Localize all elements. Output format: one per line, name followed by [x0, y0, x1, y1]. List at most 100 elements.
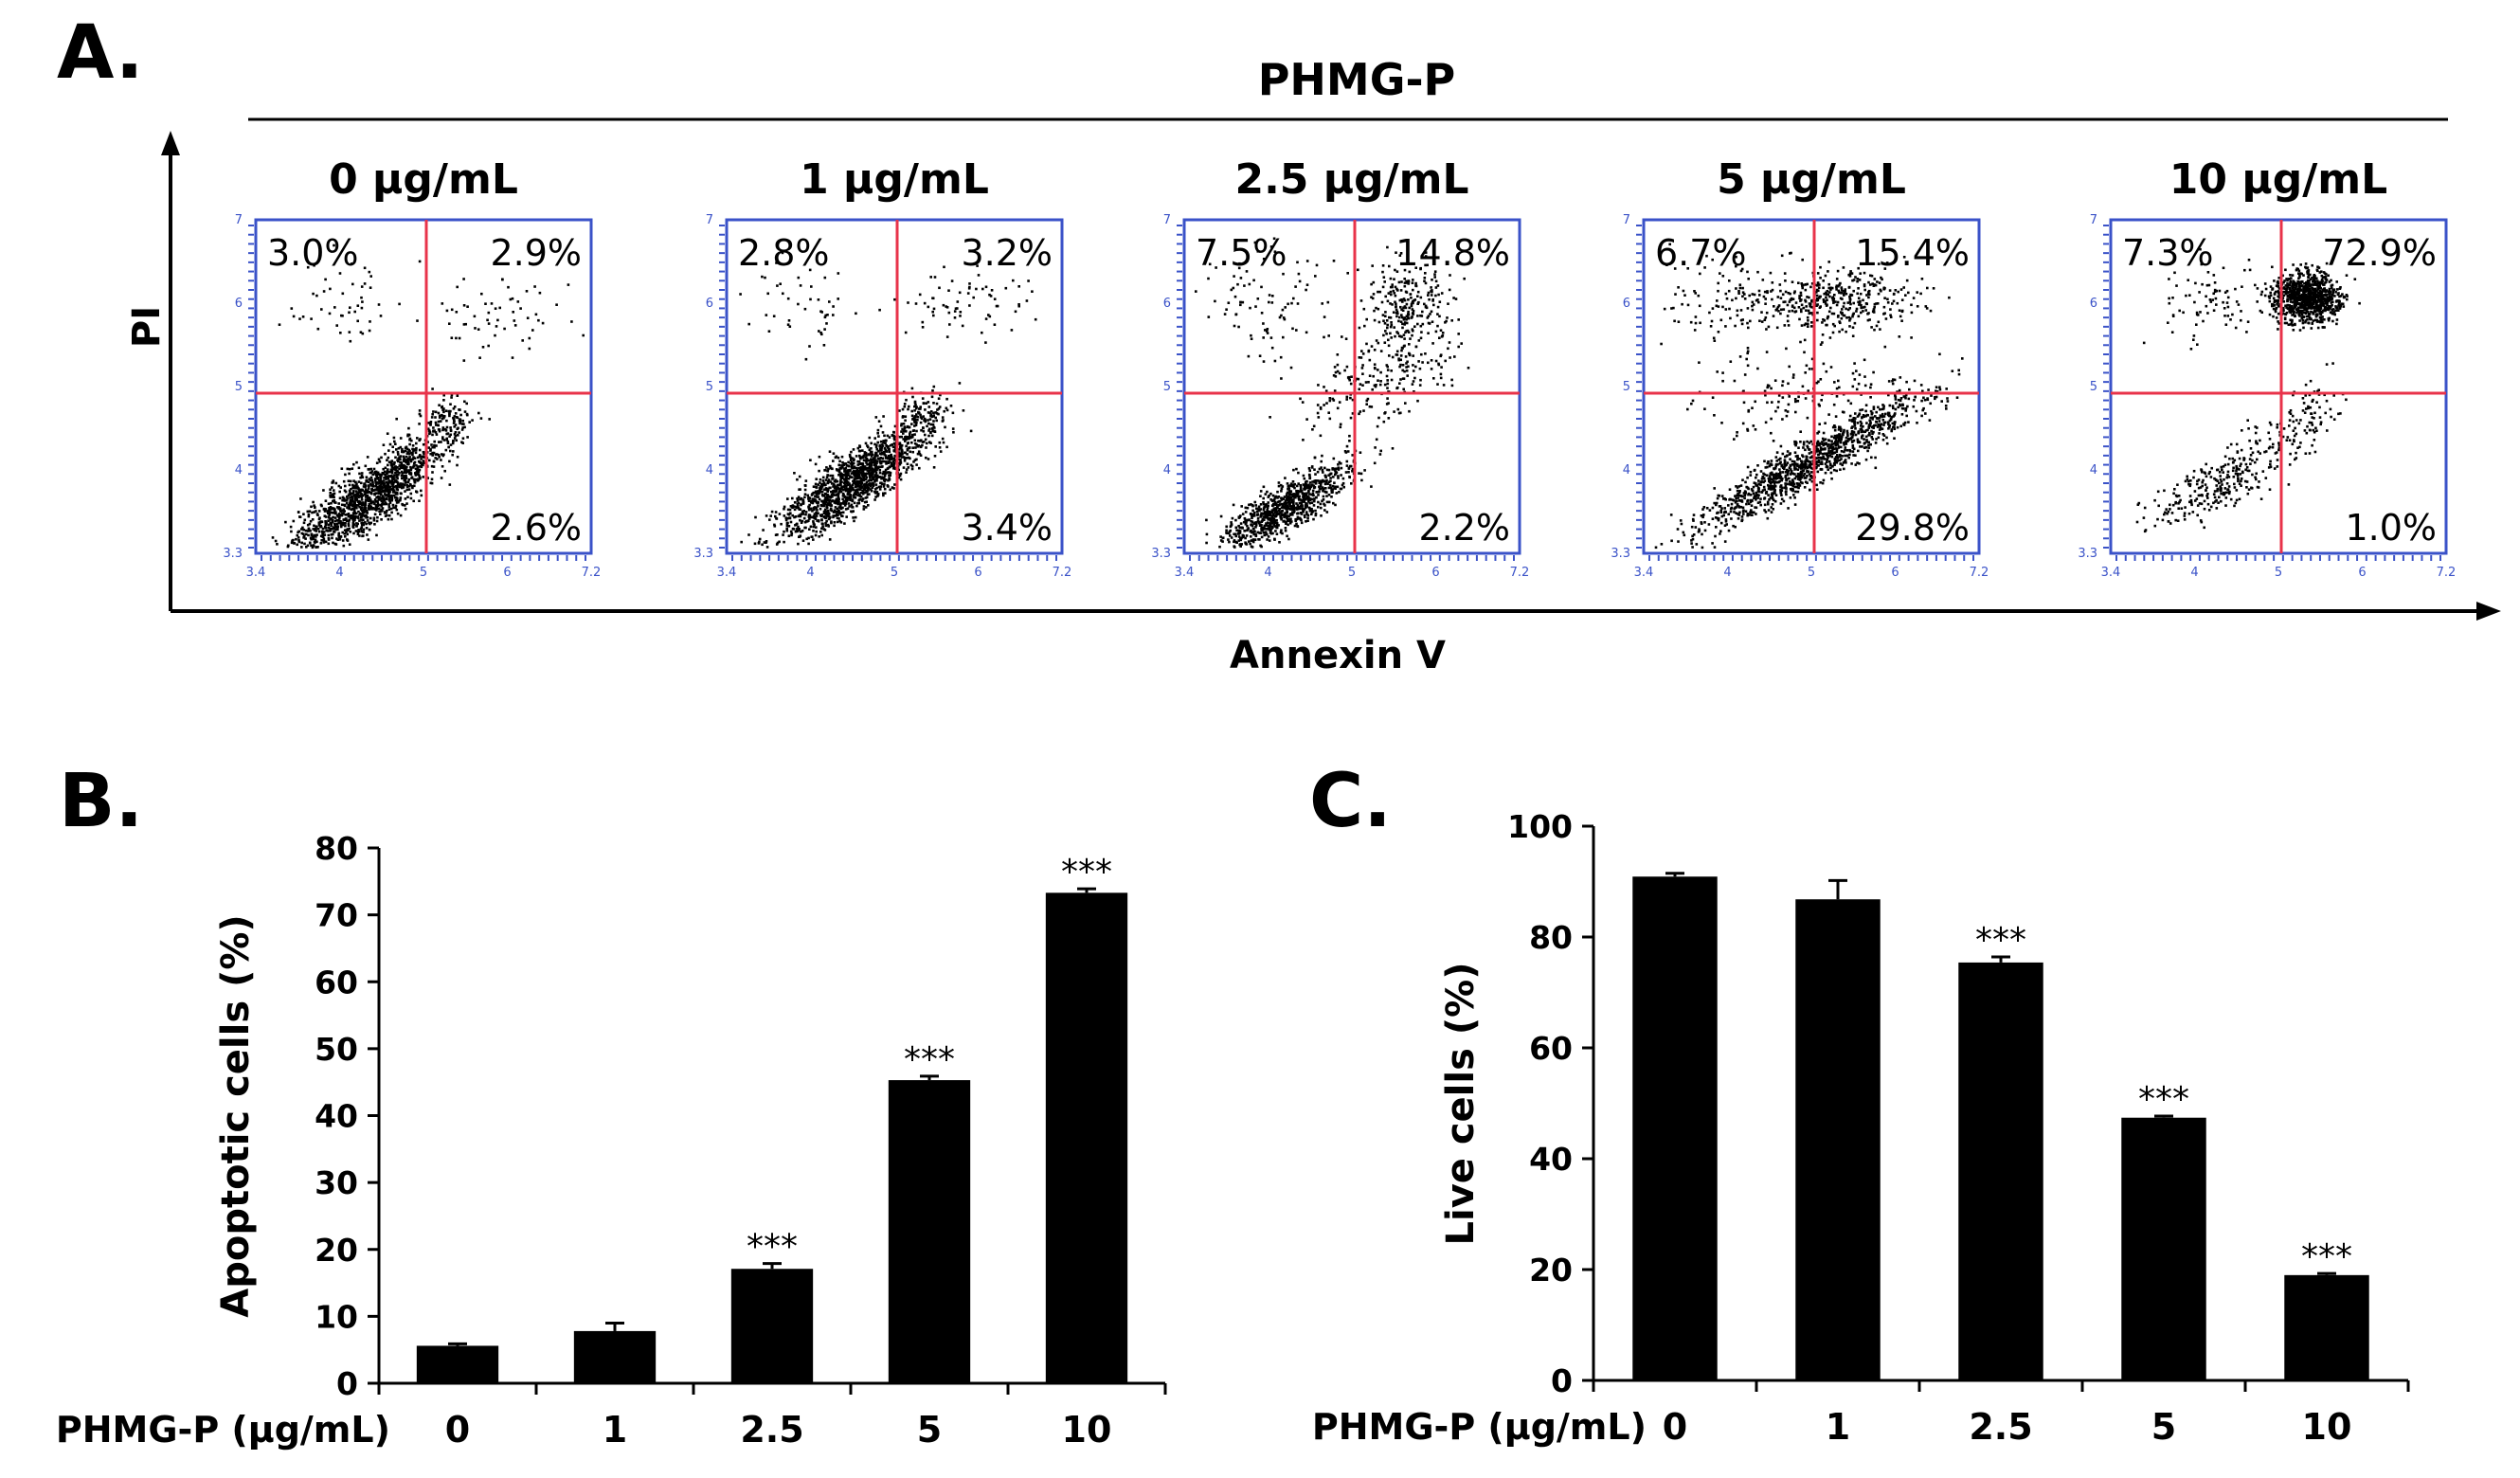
event-dot [1395, 315, 1398, 318]
event-dot [408, 452, 411, 456]
event-dot [1305, 503, 1307, 507]
event-dot [1271, 494, 1275, 497]
event-dot [1390, 378, 1394, 382]
event-dot [815, 478, 818, 480]
event-dot [408, 437, 412, 441]
event-dot [842, 481, 846, 485]
event-dot [824, 496, 827, 499]
event-dot [1339, 425, 1342, 429]
event-dot [1313, 479, 1316, 483]
event-dot [1407, 365, 1410, 369]
event-dot [448, 460, 451, 463]
event-dot [1376, 424, 1379, 428]
event-dot [1316, 479, 1320, 482]
event-dot [797, 496, 801, 498]
event-dot [1240, 543, 1243, 546]
event-dot [1345, 365, 1349, 369]
event-dot [878, 308, 881, 312]
event-dot [1295, 517, 1298, 521]
event-dot [1287, 517, 1290, 521]
event-dot [337, 521, 340, 525]
event-dot [853, 492, 856, 495]
event-dot [881, 472, 885, 476]
event-dot [826, 523, 830, 527]
event-dot [1877, 406, 1880, 409]
event-dot [814, 462, 818, 466]
event-dot [333, 530, 335, 533]
event-dot [880, 477, 883, 480]
event-dot [340, 514, 343, 516]
panel-a: A. PHMG-P PI Annexin V 0 μg/mL3.4 4 5 6 7.23… [57, 10, 2501, 677]
event-dot [837, 500, 839, 504]
event-dot [824, 524, 828, 528]
event-dot [907, 437, 909, 441]
event-dot [1266, 505, 1269, 509]
event-dot [918, 466, 921, 470]
event-dot [1246, 524, 1249, 528]
event-dot [820, 533, 823, 537]
event-dot [879, 460, 882, 463]
event-dot [882, 485, 886, 488]
event-dot [339, 332, 342, 334]
y-tick-label: 7 [1163, 213, 1171, 227]
event-dot [861, 499, 864, 502]
flow-plot-frame [254, 218, 593, 555]
event-dot [1409, 337, 1412, 340]
event-dot [863, 500, 867, 504]
event-dot [798, 475, 801, 478]
event-dot [1390, 321, 1393, 324]
event-dot [901, 427, 904, 431]
event-dot [455, 439, 458, 442]
event-dot [1338, 401, 1341, 404]
event-dot [987, 314, 990, 316]
event-dot [1269, 518, 1273, 521]
event-dot [332, 479, 335, 482]
event-dot [494, 307, 497, 310]
event-dot [904, 436, 907, 439]
event-dot [374, 504, 378, 507]
event-dot [337, 534, 340, 537]
event-dot [1403, 370, 1406, 373]
event-dot [341, 523, 345, 527]
event-dot [1226, 532, 1229, 535]
event-dot [313, 524, 315, 528]
event-dot [1305, 283, 1309, 286]
event-dot [348, 331, 351, 333]
event-dot [845, 515, 848, 518]
event-dot [877, 449, 880, 453]
event-dot [304, 529, 308, 532]
event-dot [349, 306, 351, 309]
event-dot [333, 492, 336, 496]
event-dot [430, 481, 434, 485]
event-dot [459, 418, 462, 422]
event-dot [332, 520, 334, 524]
event-dot [822, 501, 826, 504]
event-dot [1334, 467, 1338, 471]
x-tick-label: 7.2 [1970, 566, 1989, 580]
event-dot [1320, 460, 1323, 463]
event-dot [509, 297, 513, 301]
event-dot [407, 448, 411, 452]
event-dot [945, 397, 948, 401]
event-dot [404, 449, 407, 452]
treatment-title: PHMG-P [1258, 54, 1456, 105]
event-dot [1281, 509, 1284, 513]
event-dot [365, 479, 368, 482]
event-dot [440, 414, 442, 418]
event-dot [1253, 511, 1256, 514]
event-dot [401, 465, 404, 468]
event-dot [887, 478, 890, 482]
event-dot [941, 420, 945, 423]
event-dot [390, 479, 393, 482]
event-dot [1406, 360, 1409, 364]
event-dot [798, 528, 801, 531]
event-dot [1287, 493, 1291, 496]
event-dot [904, 451, 907, 455]
event-dot [324, 515, 328, 518]
event-dot [924, 408, 927, 411]
event-dot [1253, 500, 1257, 504]
event-dot [1265, 330, 1269, 333]
event-dot [823, 276, 827, 279]
event-dot [1421, 310, 1424, 314]
event-dot [919, 454, 923, 457]
